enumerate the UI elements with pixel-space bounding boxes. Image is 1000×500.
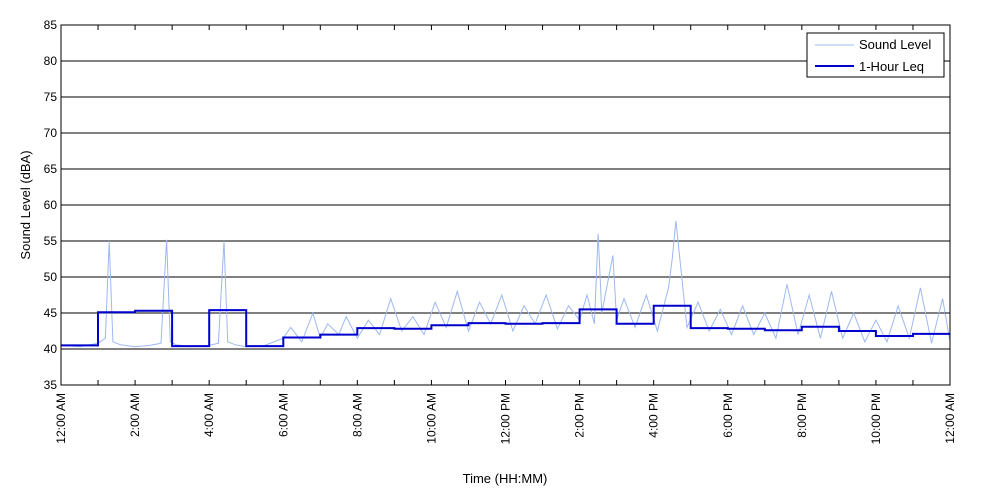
legend-label-sound-level: Sound Level [859, 37, 931, 52]
y-tick-label: 80 [44, 54, 58, 68]
y-axis-ticks: 35 40 45 50 55 60 65 70 75 80 85 [44, 18, 950, 392]
x-tick-label: 10:00 PM [869, 393, 883, 444]
y-tick-label: 65 [44, 162, 58, 176]
y-tick-label: 75 [44, 90, 58, 104]
x-axis-ticks: 12:00 AM 2:00 AM 4:00 AM 6:00 AM 8:00 AM 10:0… [54, 25, 957, 444]
legend-box [806, 32, 945, 78]
x-tick-label: 4:00 PM [647, 393, 661, 438]
x-tick-label: 12:00 PM [499, 393, 513, 444]
legend-label-leq: 1-Hour Leq [859, 59, 924, 74]
x-tick-label: 2:00 AM [128, 393, 142, 437]
x-tick-label: 2:00 PM [573, 393, 587, 438]
x-tick-label: 12:00 AM [943, 393, 957, 444]
y-tick-label: 40 [44, 342, 58, 356]
x-tick-label: 8:00 AM [350, 393, 364, 437]
x-tick-label: 10:00 AM [424, 393, 438, 444]
x-tick-label: 8:00 PM [795, 393, 809, 438]
y-tick-label: 60 [44, 198, 58, 212]
x-tick-label: 6:00 PM [721, 393, 735, 438]
y-tick-label: 50 [44, 270, 58, 284]
leq-series [61, 304, 950, 348]
x-axis-label: Time (HH:MM) [463, 471, 548, 486]
leq-step-line [61, 304, 950, 348]
x-tick-label: 6:00 AM [276, 393, 290, 437]
y-tick-label: 55 [44, 234, 58, 248]
x-tick-label: 12:00 AM [54, 393, 68, 444]
sound-level-line [60, 220, 951, 348]
y-tick-label: 45 [44, 306, 58, 320]
y-tick-label: 85 [44, 18, 58, 32]
legend: Sound Level 1-Hour Leq [806, 32, 945, 78]
y-tick-label: 35 [44, 378, 58, 392]
y-axis-label: Sound Level (dBA) [18, 150, 33, 259]
sound-level-series [60, 220, 951, 348]
x-tick-label: 4:00 AM [202, 393, 216, 437]
y-tick-label: 70 [44, 126, 58, 140]
